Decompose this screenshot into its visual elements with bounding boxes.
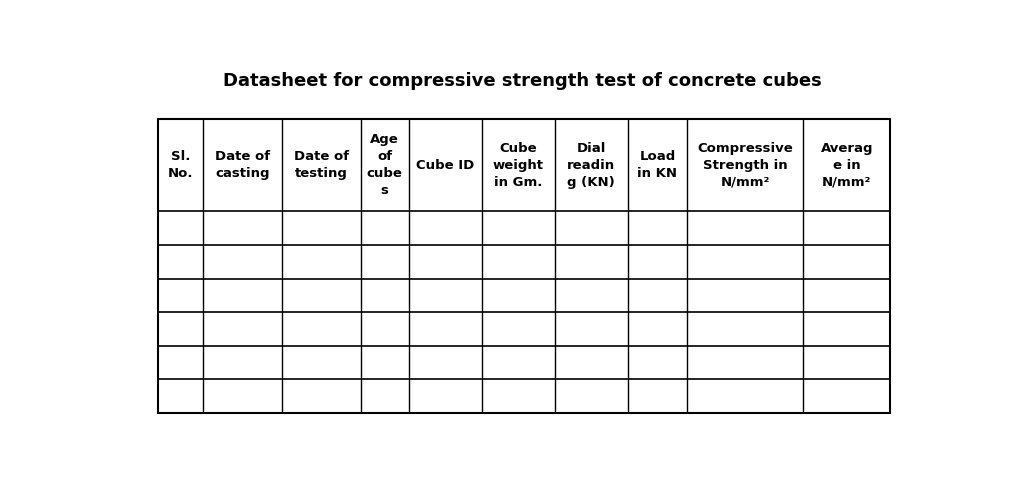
Text: Cube
weight
in Gm.: Cube weight in Gm.	[492, 141, 543, 188]
Text: Dial
readin
g (KN): Dial readin g (KN)	[567, 141, 614, 188]
Text: Averag
e in
N/mm²: Averag e in N/mm²	[819, 141, 872, 188]
Text: Age
of
cube
s: Age of cube s	[367, 133, 403, 197]
Text: Compressive
Strength in
N/mm²: Compressive Strength in N/mm²	[697, 141, 793, 188]
Text: Date of
testing: Date of testing	[293, 150, 348, 180]
Text: Datasheet for compressive strength test of concrete cubes: Datasheet for compressive strength test …	[223, 71, 821, 89]
Text: Load
in KN: Load in KN	[637, 150, 677, 180]
Text: Sl.
No.: Sl. No.	[167, 150, 193, 180]
Text: Date of
casting: Date of casting	[215, 150, 270, 180]
Text: Cube ID: Cube ID	[416, 159, 474, 172]
Bar	[157, 119, 890, 413]
